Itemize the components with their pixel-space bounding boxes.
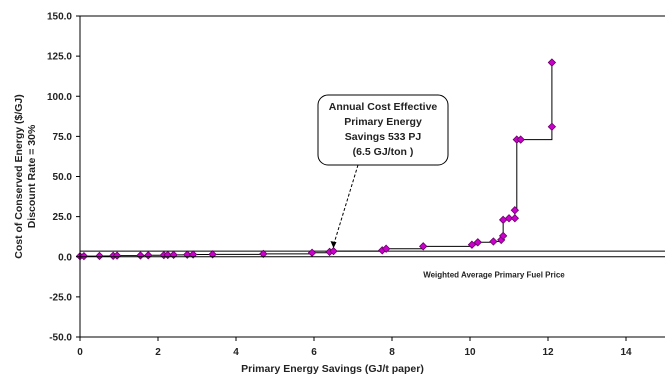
data-point <box>510 214 520 223</box>
data-point <box>112 251 122 260</box>
data-point <box>547 58 557 67</box>
y-tick-label: 25.0 <box>53 212 73 223</box>
data-point <box>307 248 317 257</box>
x-tick-label: 10 <box>464 347 476 358</box>
reference-line-label: Weighted Average Primary Fuel Price <box>423 271 565 280</box>
x-tick-label: 4 <box>233 347 239 358</box>
annotation-box <box>317 94 449 166</box>
annotation-arrow-line <box>333 164 359 246</box>
data-point <box>79 251 89 261</box>
data-point <box>498 231 508 241</box>
annotation-text: (6.5 GJ/ton ) <box>353 146 414 158</box>
supply-curve-line <box>80 62 553 257</box>
x-tick-label: 12 <box>542 347 554 358</box>
data-point <box>467 240 477 249</box>
data-point <box>169 250 178 259</box>
data-point <box>183 250 192 259</box>
data-point <box>547 122 557 131</box>
data-point <box>163 250 172 260</box>
y-tick-label: 50.0 <box>53 172 73 183</box>
data-point <box>259 249 268 259</box>
x-tick-label: 0 <box>77 347 83 358</box>
data-layer <box>75 58 557 261</box>
annotation-text: Annual Cost Effective <box>329 101 438 113</box>
data-point <box>208 250 217 259</box>
x-tick-label: 14 <box>620 347 632 358</box>
y-tick-label: 75.0 <box>53 132 73 143</box>
data-point <box>144 251 153 260</box>
annotation-group: Annual Cost Effective Primary Energy Savin… <box>317 94 449 249</box>
data-point <box>473 238 482 247</box>
data-point <box>419 242 428 251</box>
data-point <box>381 244 391 253</box>
data-point <box>136 251 145 260</box>
x-axis-title: Primary Energy Savings (GJ/t paper) <box>241 363 424 375</box>
data-point <box>489 237 498 246</box>
y-tick-label: 0.0 <box>58 252 72 263</box>
annotation-text: Primary Energy <box>344 116 422 128</box>
data-point <box>329 246 338 256</box>
annotation-arrowhead <box>330 241 337 249</box>
y-axis-subtitle: Discount Rate = 30% <box>26 124 38 228</box>
y-axis-title: Cost of Conserved Energy ($/GJ) <box>13 94 25 259</box>
data-point <box>498 215 508 225</box>
x-tick-label: 8 <box>389 347 395 358</box>
x-tick-label: 6 <box>311 347 317 358</box>
data-point <box>516 135 525 144</box>
data-point <box>95 251 104 261</box>
data-point <box>510 206 520 215</box>
y-tick-label: 125.0 <box>47 52 72 63</box>
data-point <box>504 214 514 223</box>
y-tick-label: -50.0 <box>49 333 72 344</box>
annotation-text: Savings 533 PJ <box>345 131 422 143</box>
y-tick-label: 150.0 <box>47 12 72 23</box>
x-tick-label: 2 <box>155 347 161 358</box>
y-tick-label: 100.0 <box>47 92 72 103</box>
axes: 150.0 125.0 100.0 75.0 50.0 25.0 0.0 -25.0 -50.0… <box>13 12 665 375</box>
y-tick-label: -25.0 <box>49 292 72 303</box>
